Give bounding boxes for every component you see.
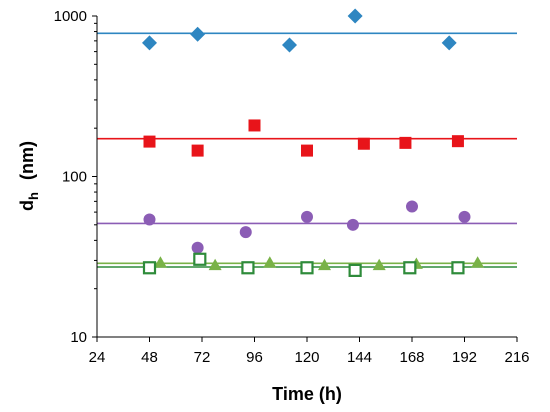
data-point-square-open xyxy=(348,263,362,277)
data-point-square xyxy=(451,135,464,148)
data-point-diamond xyxy=(190,26,206,42)
data-point-triangle xyxy=(372,258,386,271)
data-point-square-open xyxy=(142,261,157,275)
data-point-circle xyxy=(346,218,359,231)
data-point-square xyxy=(357,137,370,150)
x-axis-title: Time (h) xyxy=(272,384,342,404)
data-point-circle xyxy=(406,200,418,213)
y-axis-title-subscript: h xyxy=(26,192,41,200)
data-point-square-open xyxy=(403,261,417,275)
x-ticks: 24 48 72 96 120 144 168 192 216 xyxy=(89,337,530,366)
data-point-circle xyxy=(458,210,471,223)
x-tick-label: 48 xyxy=(141,349,158,366)
data-point-triangle xyxy=(471,256,485,268)
x-tick-label: 168 xyxy=(399,349,424,366)
data-point-triangle xyxy=(263,256,277,268)
x-tick-label: 144 xyxy=(347,349,372,366)
data-point-circle xyxy=(239,226,252,239)
data-point-diamond xyxy=(347,8,363,24)
data-point-square-open xyxy=(241,261,255,275)
data-point-circle xyxy=(301,210,313,223)
axes xyxy=(96,16,517,338)
x-tick-label: 192 xyxy=(452,349,477,366)
x-tick-label: 96 xyxy=(246,349,263,366)
y-tick-label: 1000 xyxy=(54,8,87,25)
data-point-diamond xyxy=(282,37,297,53)
x-tick-label: 120 xyxy=(294,349,319,366)
data-point-diamond xyxy=(441,35,457,51)
data-point-square-open xyxy=(451,261,465,275)
data-point-triangle xyxy=(318,258,331,271)
data-point-square xyxy=(248,119,261,132)
data-point-square xyxy=(399,136,412,149)
y-ticks: 10 100 1000 xyxy=(54,8,97,346)
data-point-square-open xyxy=(300,261,314,275)
x-tick-label: 216 xyxy=(504,349,529,366)
data-point-square xyxy=(191,144,204,157)
y-axis-title-unit: (nm) xyxy=(17,141,37,180)
data-point-triangle xyxy=(153,256,167,268)
data-point-circle xyxy=(143,213,156,226)
data-markers xyxy=(142,8,485,277)
data-point-square xyxy=(301,144,313,157)
y-axis-title-main: d xyxy=(17,200,37,211)
data-point-square xyxy=(143,135,156,148)
x-tick-label: 72 xyxy=(194,349,211,366)
data-point-diamond xyxy=(142,35,157,51)
y-tick-label: 10 xyxy=(70,329,87,346)
x-tick-label: 24 xyxy=(89,349,106,366)
data-point-square-open xyxy=(193,252,207,266)
y-axis-title: dh (nm) xyxy=(17,141,41,211)
y-tick-label: 100 xyxy=(62,169,87,186)
data-point-circle xyxy=(191,241,204,254)
data-point-triangle xyxy=(208,258,222,271)
